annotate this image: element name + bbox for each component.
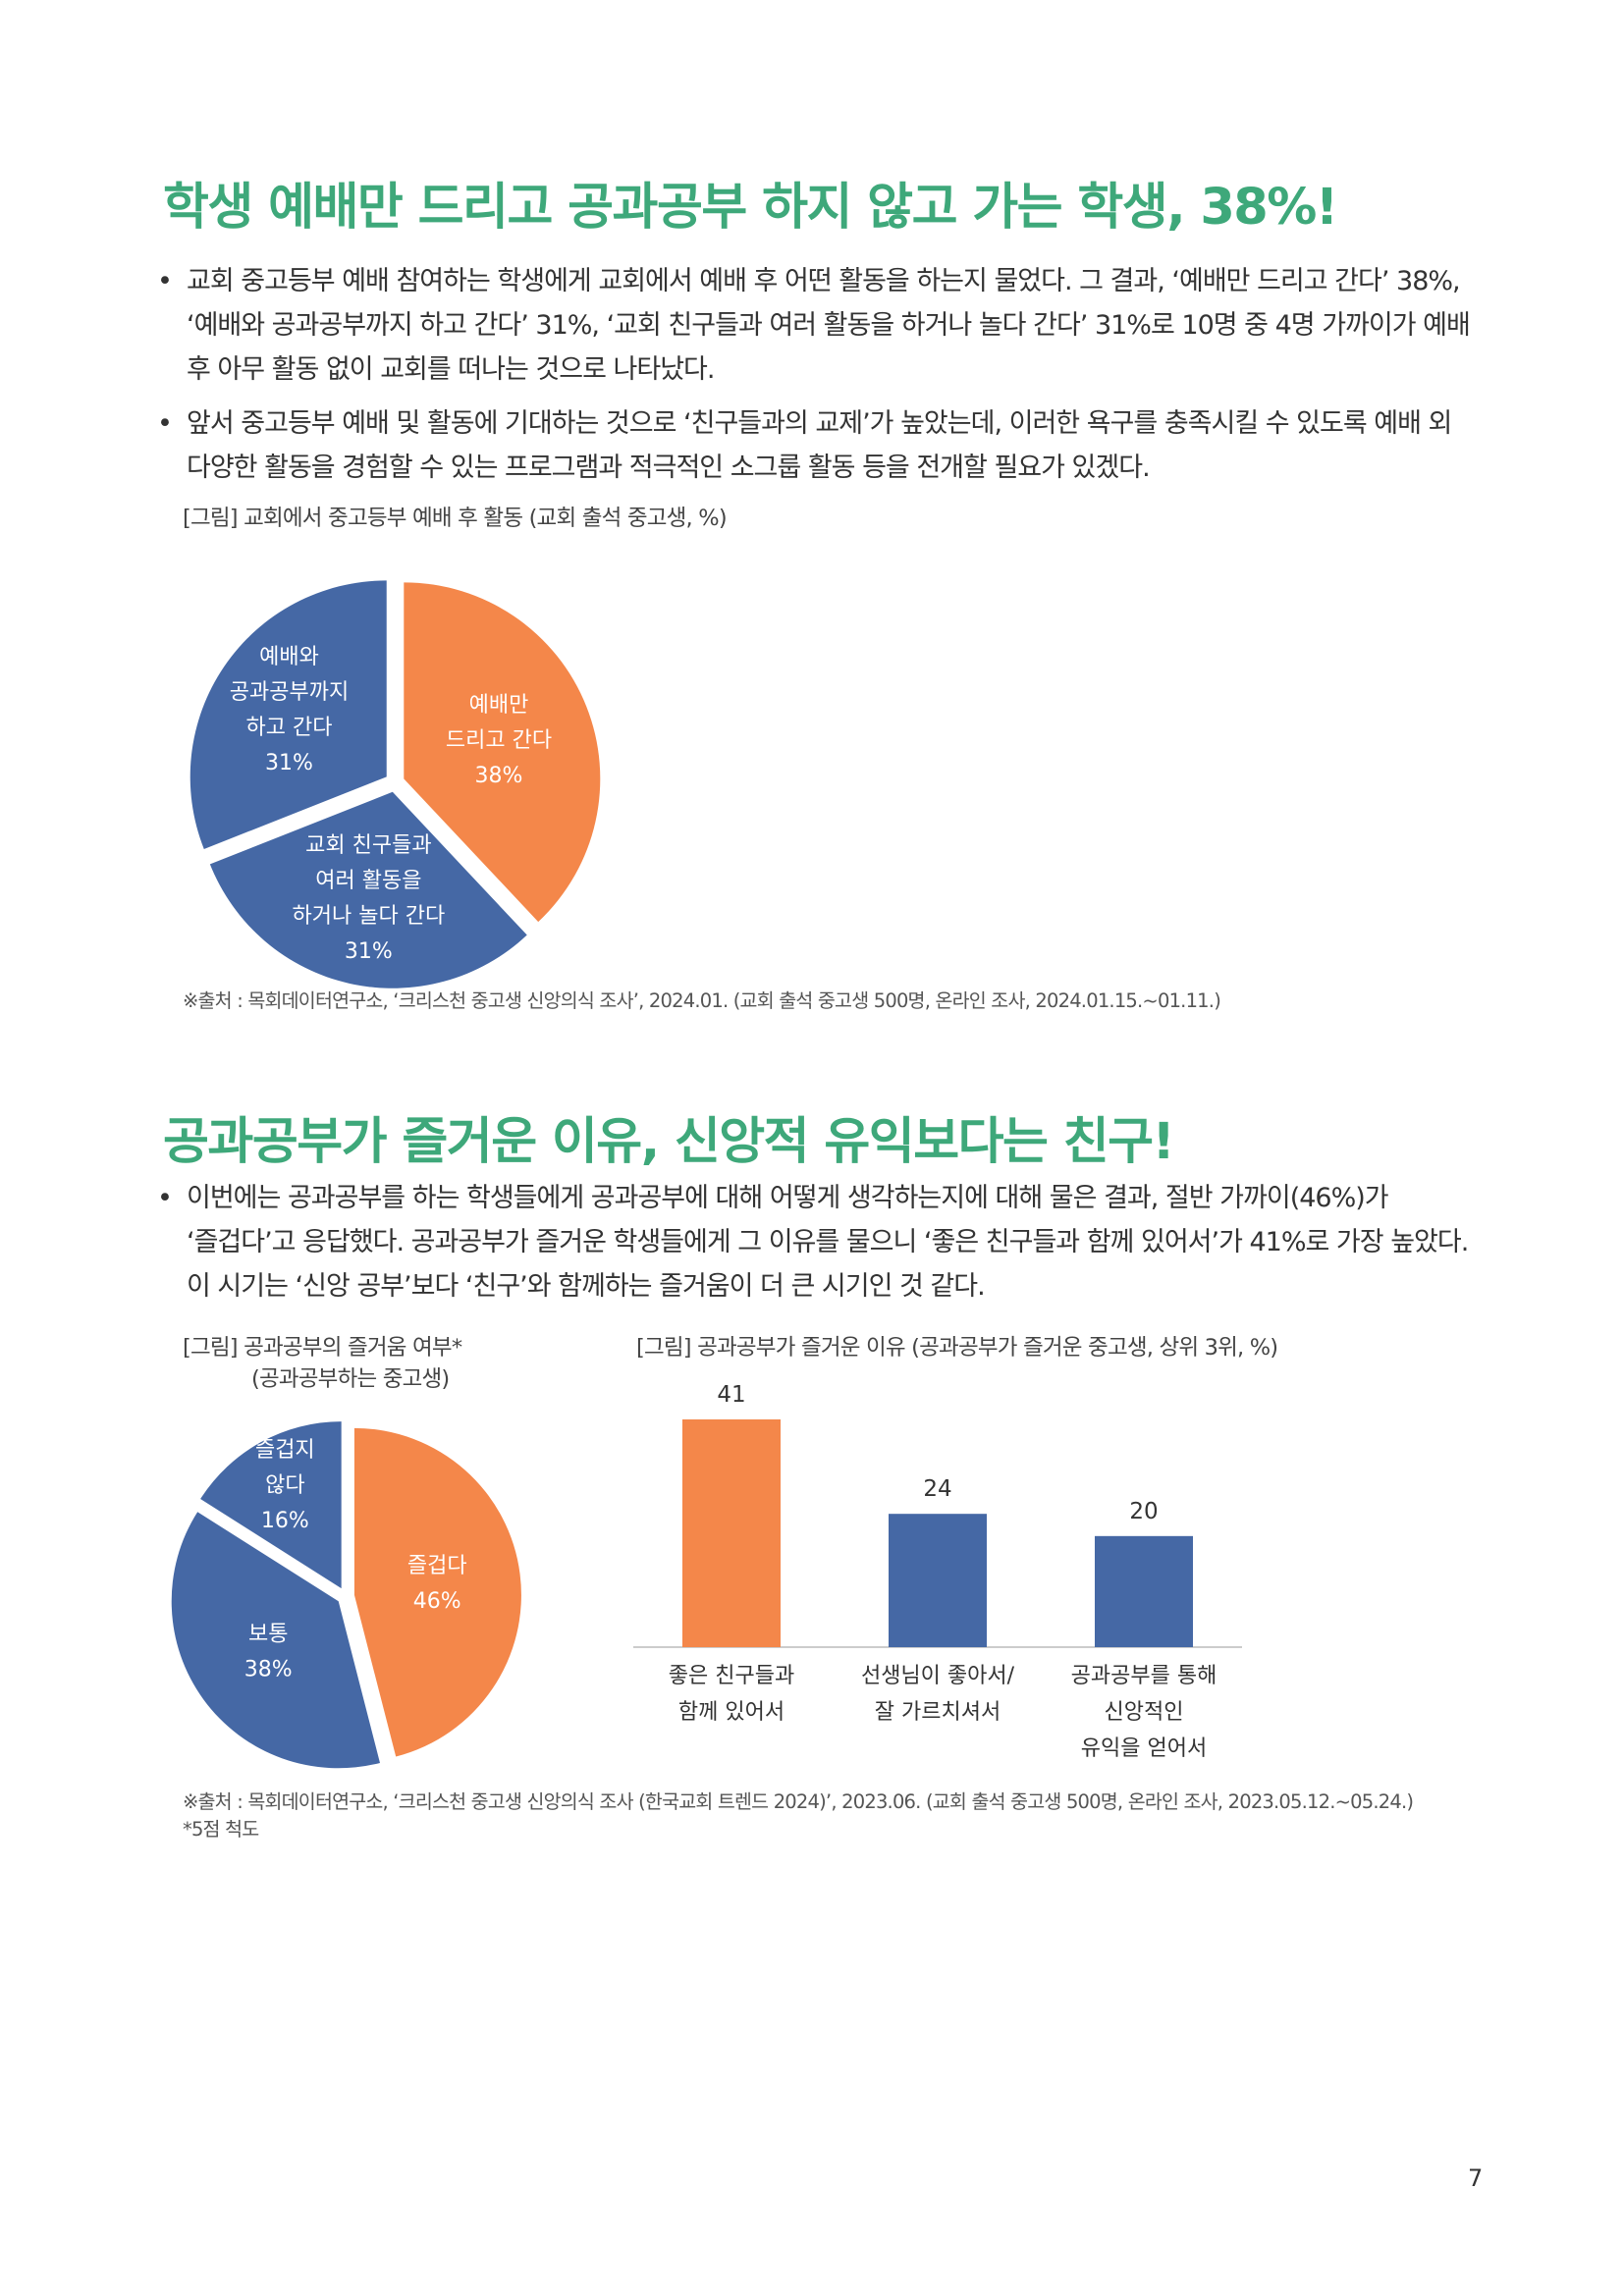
pie-slice-label: 즐겁지 (255, 1438, 315, 1463)
section1-title: 학생 예배만 드리고 공과공부 하지 않고 가는 학생, 38%! (163, 179, 1338, 237)
pie-slice-label: 보통 (248, 1622, 288, 1646)
figure1-caption: [그림] 교회에서 중고등부 예배 후 활동 (교회 출석 중고생, %) (183, 506, 728, 531)
pie-slice-label: 예배와 (259, 645, 319, 669)
figure2-caption-line1: [그림] 공과공부의 즐거움 여부* (183, 1335, 462, 1361)
figure2-caption-line2: (공과공부하는 중고생) (251, 1366, 450, 1392)
figure3-caption: [그림] 공과공부가 즐거운 이유 (공과공부가 즐거운 중고생, 상위 3위,… (636, 1335, 1278, 1361)
pie-value-label: 31% (265, 751, 313, 775)
pie-slice-label: 공과공부까지 (230, 680, 349, 705)
bar-category-label: 함께 있어서 (678, 1700, 784, 1725)
bar-category-label: 신앙적인 (1105, 1700, 1184, 1725)
pie-value-label: 16% (261, 1509, 309, 1533)
pie-slice-label: 교회 친구들과 (305, 833, 431, 858)
bar (682, 1419, 781, 1647)
pie-slice-label: 즐겁다 (407, 1554, 467, 1578)
pie-slice (353, 1427, 521, 1757)
page-number: 7 (1468, 2164, 1484, 2192)
pie-slice-label: 여러 활동을 (315, 869, 421, 893)
section1-bullet-2: 앞서 중고등부 예배 및 활동에 기대하는 것으로 ‘친구들과의 교제’가 높았… (157, 401, 1478, 490)
bar (1095, 1535, 1193, 1647)
bar-value-label: 24 (923, 1476, 951, 1502)
pie-slice-label: 하고 간다 (245, 716, 332, 740)
pie-slice (200, 1421, 342, 1589)
pie-slice-label: 드리고 간다 (446, 728, 552, 753)
pie-value-label: 31% (345, 939, 393, 964)
bar (889, 1514, 987, 1647)
section2-source: ※출처 : 목회데이터연구소, ‘크리스천 중고생 신앙의식 조사 (한국교회 … (183, 1790, 1414, 1813)
pie-value-label: 38% (244, 1657, 293, 1682)
section2-footnote: *5점 척도 (183, 1818, 259, 1841)
bar-value-label: 20 (1129, 1499, 1158, 1524)
section1-source: ※출처 : 목회데이터연구소, ‘크리스천 중고생 신앙의식 조사’, 2024… (183, 989, 1221, 1012)
pie-slice (404, 582, 601, 923)
bar-category-label: 유익을 얻어서 (1081, 1736, 1207, 1761)
section2-title: 공과공부가 즐거운 이유, 신앙적 유익보다는 친구! (163, 1113, 1175, 1171)
section1-bullet-list: 교회 중고등부 예배 참여하는 학생에게 교회에서 예배 후 어떤 활동을 하는… (157, 259, 1478, 500)
pie-slice-label: 하거나 놀다 간다 (293, 904, 446, 929)
bar-category-label: 공과공부를 통해 (1071, 1664, 1217, 1688)
bar-category-label: 좋은 친구들과 (669, 1664, 794, 1688)
bar-category-label: 선생님이 좋아서/ (861, 1664, 1015, 1688)
section2-bullet-list: 이번에는 공과공부를 하는 학생들에게 공과공부에 대해 어떻게 생각하는지에 … (157, 1176, 1478, 1318)
pie-slice-label: 예배만 (469, 693, 529, 718)
pie-slice (209, 791, 527, 988)
pie-slice (189, 580, 387, 850)
pie-value-label: 46% (413, 1589, 461, 1614)
pie-slice (171, 1512, 380, 1769)
pie-slice-label: 않다 (265, 1473, 304, 1498)
bar-category-label: 잘 가르치셔서 (875, 1700, 1001, 1725)
bar-value-label: 41 (717, 1382, 745, 1408)
pie-value-label: 38% (475, 764, 523, 788)
section2-bullet-1: 이번에는 공과공부를 하는 학생들에게 공과공부에 대해 어떻게 생각하는지에 … (157, 1176, 1478, 1308)
section1-bullet-1: 교회 중고등부 예배 참여하는 학생에게 교회에서 예배 후 어떤 활동을 하는… (157, 259, 1478, 392)
